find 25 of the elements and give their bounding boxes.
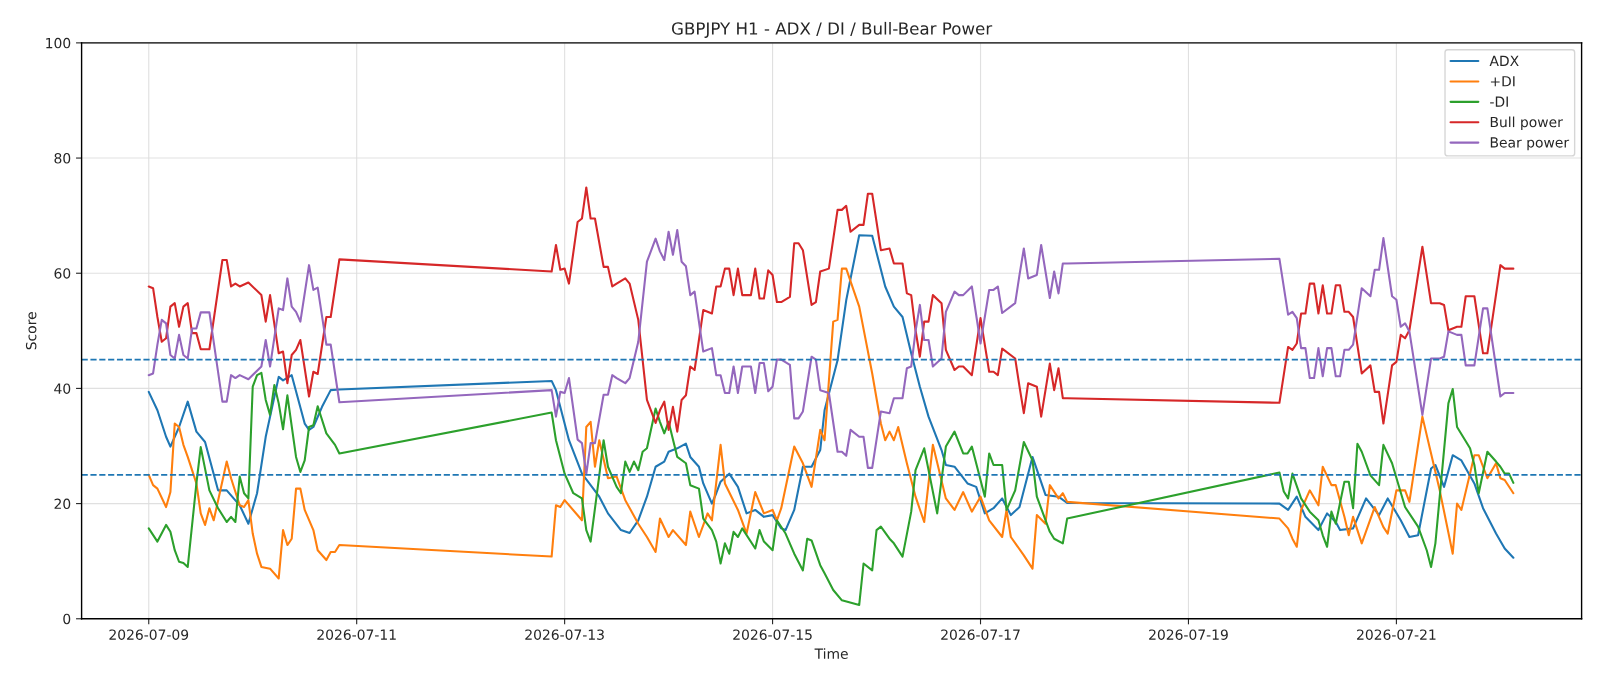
x-axis-title: Time bbox=[814, 648, 848, 659]
x-tick-label: 2026-07-21 bbox=[1357, 629, 1436, 640]
y-tick-label: 40 bbox=[54, 383, 71, 394]
legend-label: ADX bbox=[1489, 55, 1519, 66]
line-series bbox=[147, 229, 1515, 476]
x-tick-label: 2026-07-17 bbox=[941, 629, 1020, 640]
y-axis-title: Score bbox=[25, 312, 37, 350]
y-tick-label: 0 bbox=[63, 613, 71, 625]
x-tick-label: 2026-07-19 bbox=[1149, 629, 1228, 640]
y-tick-label: 60 bbox=[54, 268, 71, 279]
legend-label: Bull power bbox=[1490, 116, 1563, 130]
chart-title: GBPJPY H1 - ADX / DI / Bull-Bear Power bbox=[671, 21, 993, 38]
x-tick-label: 2026-07-15 bbox=[733, 629, 812, 640]
y-tick-label: 100 bbox=[46, 37, 71, 49]
x-tick-label: 2026-07-13 bbox=[525, 629, 604, 640]
legend-label: -DI bbox=[1490, 96, 1508, 107]
x-tick-label: 2026-07-09 bbox=[109, 629, 189, 640]
legend-label: Bear power bbox=[1490, 137, 1570, 151]
legend-label: +DI bbox=[1490, 76, 1515, 87]
x-tick-label: 2026-07-11 bbox=[317, 629, 396, 640]
line-series bbox=[147, 267, 1515, 580]
y-tick-label: 80 bbox=[54, 153, 71, 164]
line-series bbox=[147, 186, 1515, 433]
y-tick-label: 20 bbox=[54, 498, 71, 510]
line-series bbox=[147, 371, 1515, 606]
